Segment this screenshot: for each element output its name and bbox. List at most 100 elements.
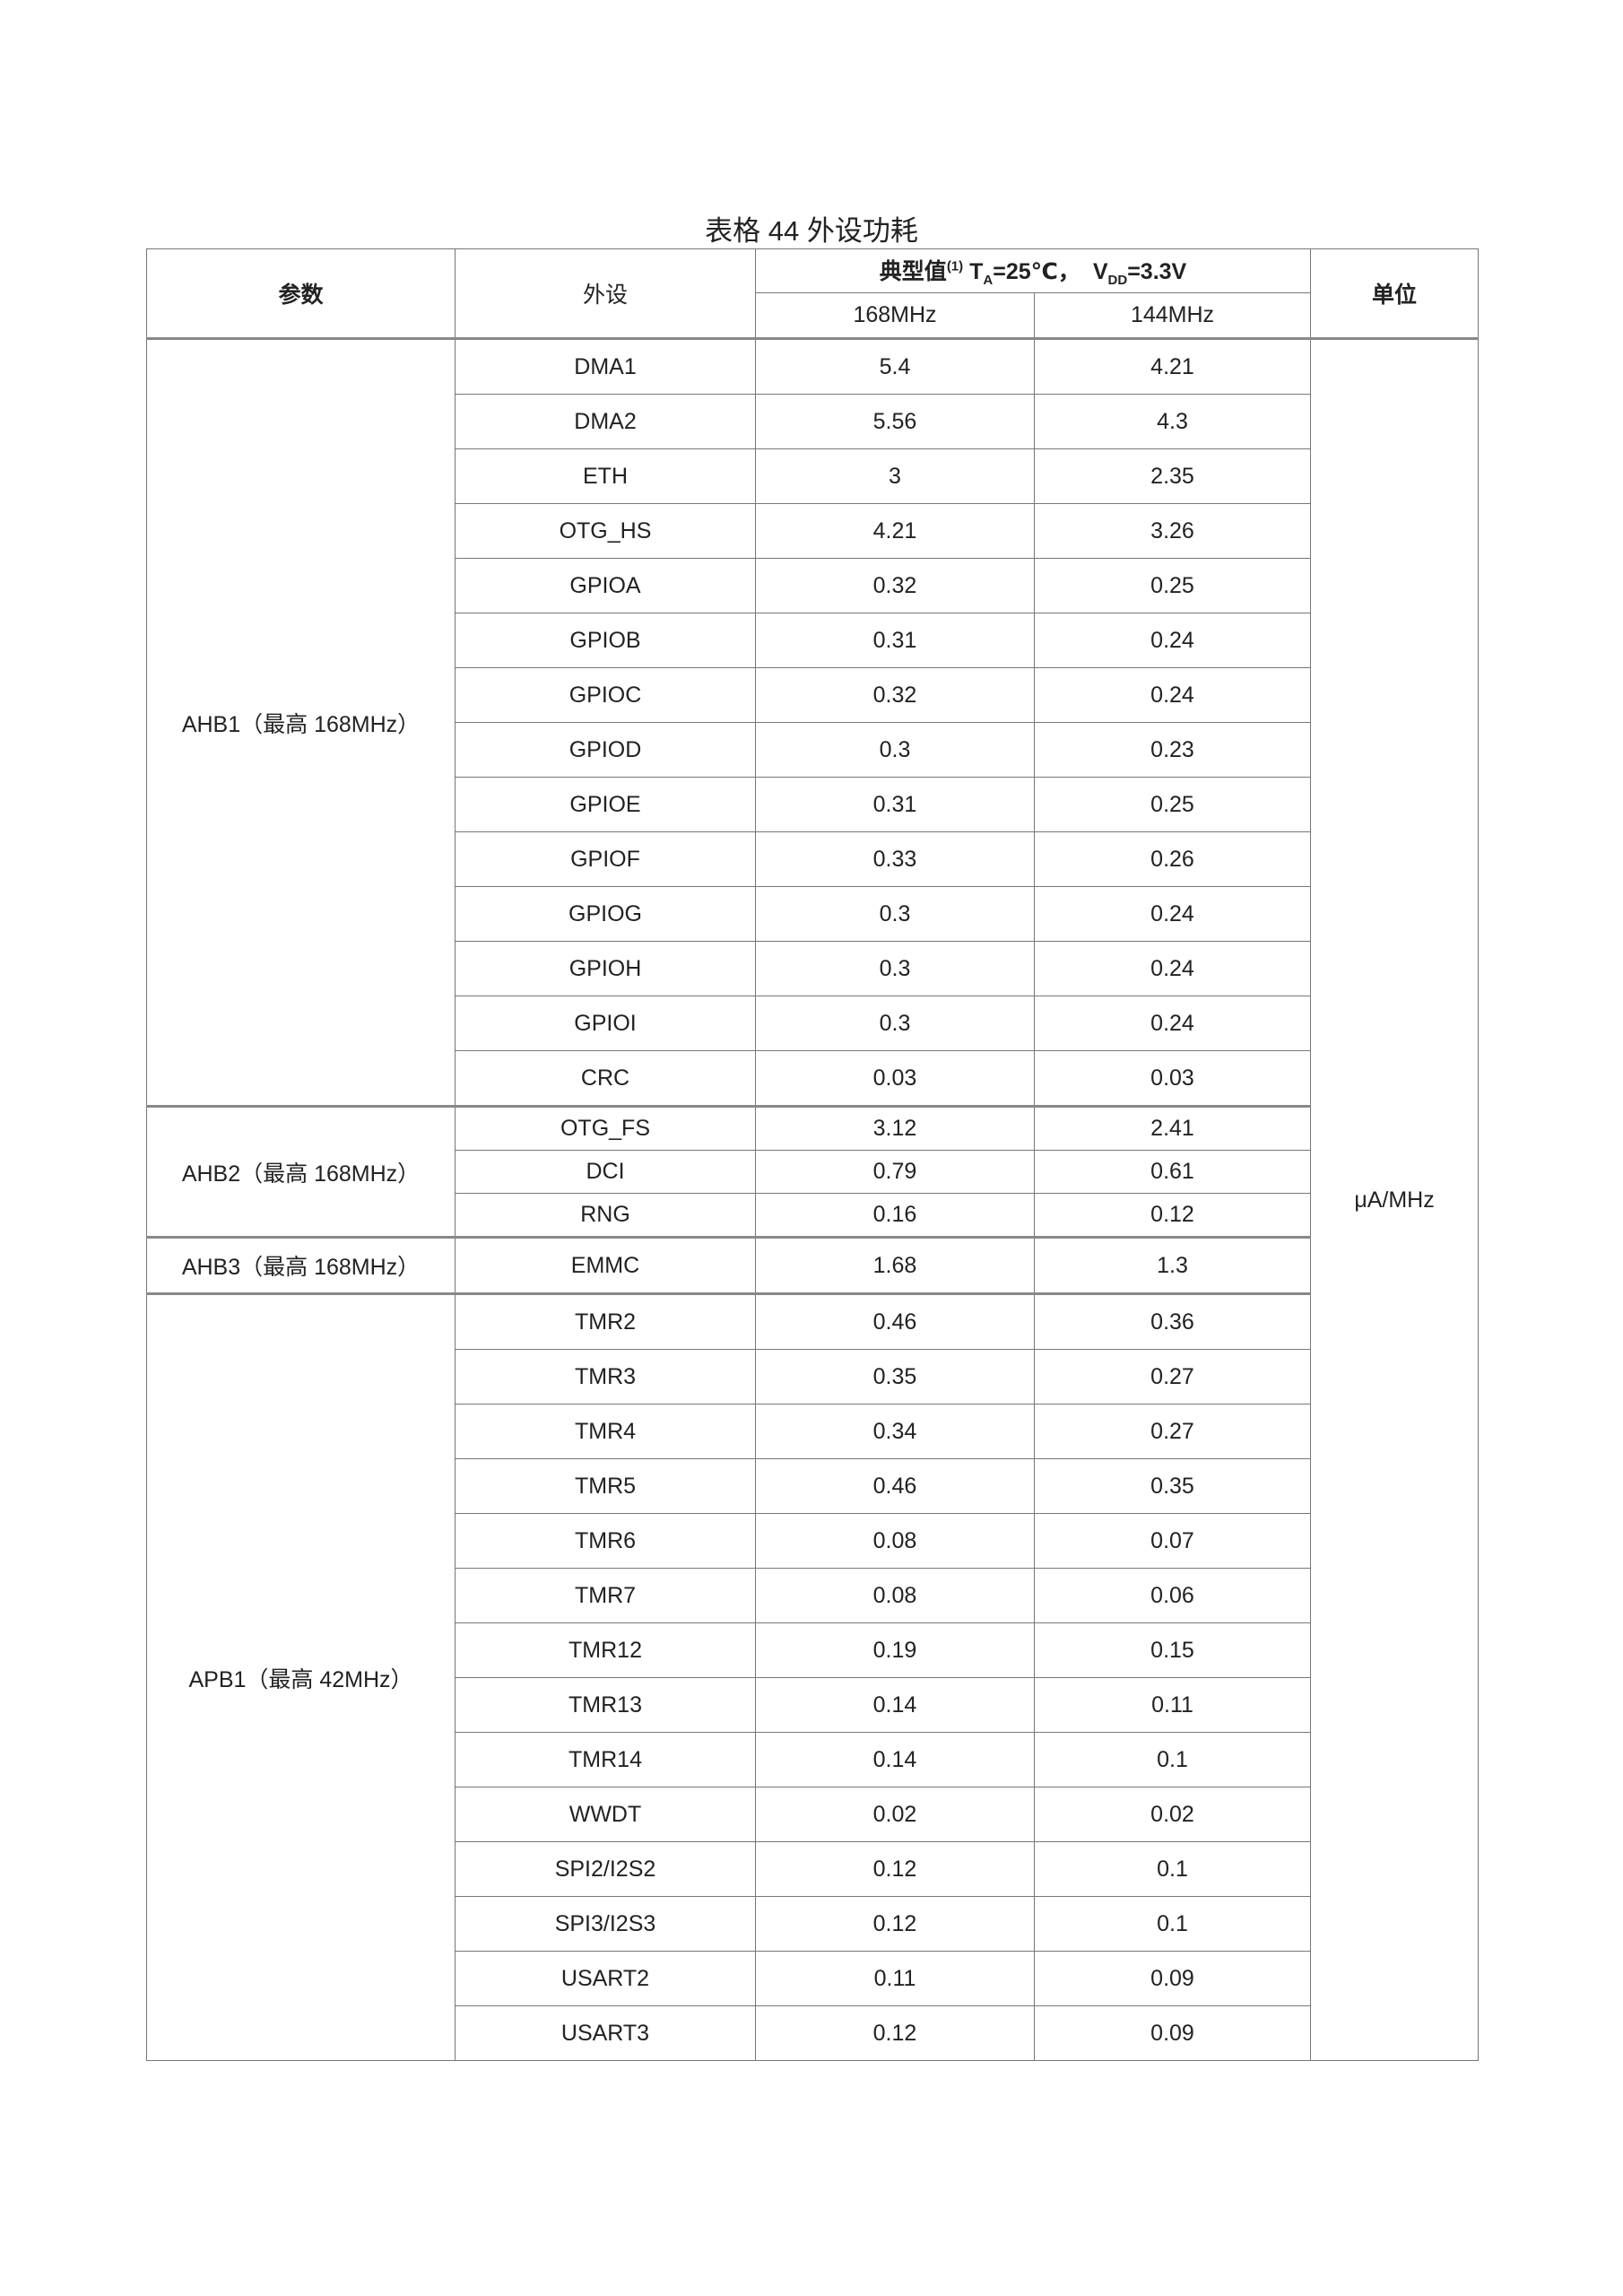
table-row: SPI3/I2S3 0.12 0.1 xyxy=(147,1896,1479,1952)
table-row: WWDT 0.02 0.02 xyxy=(147,1787,1479,1842)
table-row: USART3 0.12 0.09 xyxy=(147,2005,1479,2061)
value-144-cell: 0.25 xyxy=(1033,777,1312,832)
value-168-cell: 0.12 xyxy=(755,1896,1035,1952)
unit-cell: μA/MHz xyxy=(1310,337,1480,2061)
value-168-cell: 0.32 xyxy=(755,558,1035,613)
value-168-cell: 0.34 xyxy=(755,1404,1035,1459)
value-168-cell: 0.31 xyxy=(755,613,1035,668)
table-row: DMA2 5.56 4.3 xyxy=(147,394,1479,449)
peripheral-cell: USART3 xyxy=(455,2005,756,2061)
peripheral-cell: EMMC xyxy=(455,1236,756,1294)
peripheral-cell: GPIOI xyxy=(455,996,756,1051)
peripheral-cell: GPIOA xyxy=(455,558,756,613)
value-168-cell: 0.46 xyxy=(755,1292,1035,1350)
peripheral-cell: WWDT xyxy=(455,1787,756,1842)
table-row: DCI 0.79 0.61 xyxy=(147,1150,1479,1194)
value-168-cell: 5.56 xyxy=(755,394,1035,449)
table-row: TMR14 0.14 0.1 xyxy=(147,1732,1479,1787)
table-row: GPIOA 0.32 0.25 xyxy=(147,558,1479,613)
value-168-cell: 0.19 xyxy=(755,1622,1035,1678)
table-row: TMR12 0.19 0.15 xyxy=(147,1622,1479,1678)
value-168-cell: 0.08 xyxy=(755,1568,1035,1623)
value-168-cell: 0.79 xyxy=(755,1150,1035,1194)
value-168-cell: 1.68 xyxy=(755,1236,1035,1294)
value-168-cell: 0.3 xyxy=(755,941,1035,996)
value-144-cell: 0.61 xyxy=(1033,1150,1312,1194)
value-144-cell: 0.25 xyxy=(1033,558,1312,613)
value-168-cell: 3.12 xyxy=(755,1105,1035,1151)
table-row: AHB2（最高 168MHz） OTG_FS 3.12 2.41 xyxy=(146,1105,1479,1238)
value-168-cell: 0.32 xyxy=(755,667,1035,723)
peripheral-cell: GPIOE xyxy=(455,777,756,832)
table-row: TMR4 0.34 0.27 xyxy=(147,1404,1479,1459)
value-144-cell: 0.23 xyxy=(1033,722,1312,778)
peripheral-cell: RNG xyxy=(455,1193,756,1238)
value-168-cell: 0.08 xyxy=(755,1513,1035,1569)
peripheral-cell: GPIOG xyxy=(455,886,756,942)
peripheral-cell: SPI2/I2S2 xyxy=(455,1841,756,1897)
value-144-cell: 0.27 xyxy=(1033,1349,1312,1405)
peripheral-cell: USART2 xyxy=(455,1951,756,2006)
peripheral-cell: DMA2 xyxy=(455,394,756,449)
value-144-cell: 0.1 xyxy=(1033,1896,1312,1952)
header-freq-144: 144MHz xyxy=(1033,292,1312,339)
header-param: 参数 xyxy=(146,248,456,339)
value-168-cell: 0.14 xyxy=(755,1677,1035,1733)
peripheral-cell: SPI3/I2S3 xyxy=(455,1896,756,1952)
value-144-cell: 0.1 xyxy=(1033,1841,1312,1897)
peripheral-cell: TMR3 xyxy=(455,1349,756,1405)
value-168-cell: 0.33 xyxy=(755,831,1035,887)
peripheral-cell: TMR7 xyxy=(455,1568,756,1623)
value-144-cell: 0.07 xyxy=(1033,1513,1312,1569)
table-row: USART2 0.11 0.09 xyxy=(147,1951,1479,2006)
peripheral-cell: DCI xyxy=(455,1150,756,1194)
peripheral-cell: TMR13 xyxy=(455,1677,756,1733)
value-144-cell: 0.24 xyxy=(1033,996,1312,1051)
value-144-cell: 0.24 xyxy=(1033,667,1312,723)
value-168-cell: 0.12 xyxy=(755,1841,1035,1897)
bus-cell: AHB3（最高 168MHz） xyxy=(146,1236,456,1294)
value-168-cell: 0.16 xyxy=(755,1193,1035,1238)
value-144-cell: 0.24 xyxy=(1033,886,1312,942)
table-row: GPIOE 0.31 0.25 xyxy=(147,777,1479,832)
bus-cell: AHB2（最高 168MHz） xyxy=(146,1105,456,1238)
value-168-cell: 0.12 xyxy=(755,2005,1035,2061)
value-168-cell: 0.02 xyxy=(755,1787,1035,1842)
table-row: CRC 0.03 0.03 xyxy=(147,1050,1479,1107)
peripheral-power-table: 参数 外设 典型值(1) TA=25℃， VDD=3.3V 单位 168MHz … xyxy=(146,248,1480,2061)
value-144-cell: 2.35 xyxy=(1033,448,1312,504)
value-144-cell: 3.26 xyxy=(1033,503,1312,559)
table-row: TMR13 0.14 0.11 xyxy=(147,1677,1479,1733)
value-168-cell: 0.14 xyxy=(755,1732,1035,1787)
value-144-cell: 0.24 xyxy=(1033,941,1312,996)
value-144-cell: 0.15 xyxy=(1033,1622,1312,1678)
peripheral-cell: OTG_FS xyxy=(455,1105,756,1151)
header-freq-168: 168MHz xyxy=(755,292,1035,339)
value-144-cell: 0.02 xyxy=(1033,1787,1312,1842)
peripheral-cell: GPIOH xyxy=(455,941,756,996)
peripheral-cell: GPIOD xyxy=(455,722,756,778)
value-144-cell: 0.27 xyxy=(1033,1404,1312,1459)
value-168-cell: 4.21 xyxy=(755,503,1035,559)
peripheral-cell: GPIOB xyxy=(455,613,756,668)
value-144-cell: 0.06 xyxy=(1033,1568,1312,1623)
peripheral-cell: TMR5 xyxy=(455,1458,756,1514)
bus-cell: AHB1（最高 168MHz） xyxy=(146,337,456,1107)
table-row: GPIOI 0.3 0.24 xyxy=(147,996,1479,1051)
table-row: TMR7 0.08 0.06 xyxy=(147,1568,1479,1623)
table-row: AHB3（最高 168MHz） EMMC 1.68 1.3 xyxy=(146,1236,1479,1294)
table-row: TMR3 0.35 0.27 xyxy=(147,1349,1479,1405)
peripheral-cell: GPIOC xyxy=(455,667,756,723)
value-144-cell: 1.3 xyxy=(1033,1236,1312,1294)
peripheral-cell: DMA1 xyxy=(455,337,756,395)
value-168-cell: 0.03 xyxy=(755,1050,1035,1107)
peripheral-cell: OTG_HS xyxy=(455,503,756,559)
table-row: GPIOF 0.33 0.26 xyxy=(147,831,1479,887)
peripheral-cell: TMR2 xyxy=(455,1292,756,1350)
value-144-cell: 0.1 xyxy=(1033,1732,1312,1787)
value-144-cell: 2.41 xyxy=(1033,1105,1312,1151)
table-row: GPIOD 0.3 0.23 xyxy=(147,722,1479,778)
value-144-cell: 0.11 xyxy=(1033,1677,1312,1733)
peripheral-cell: ETH xyxy=(455,448,756,504)
peripheral-cell: CRC xyxy=(455,1050,756,1107)
